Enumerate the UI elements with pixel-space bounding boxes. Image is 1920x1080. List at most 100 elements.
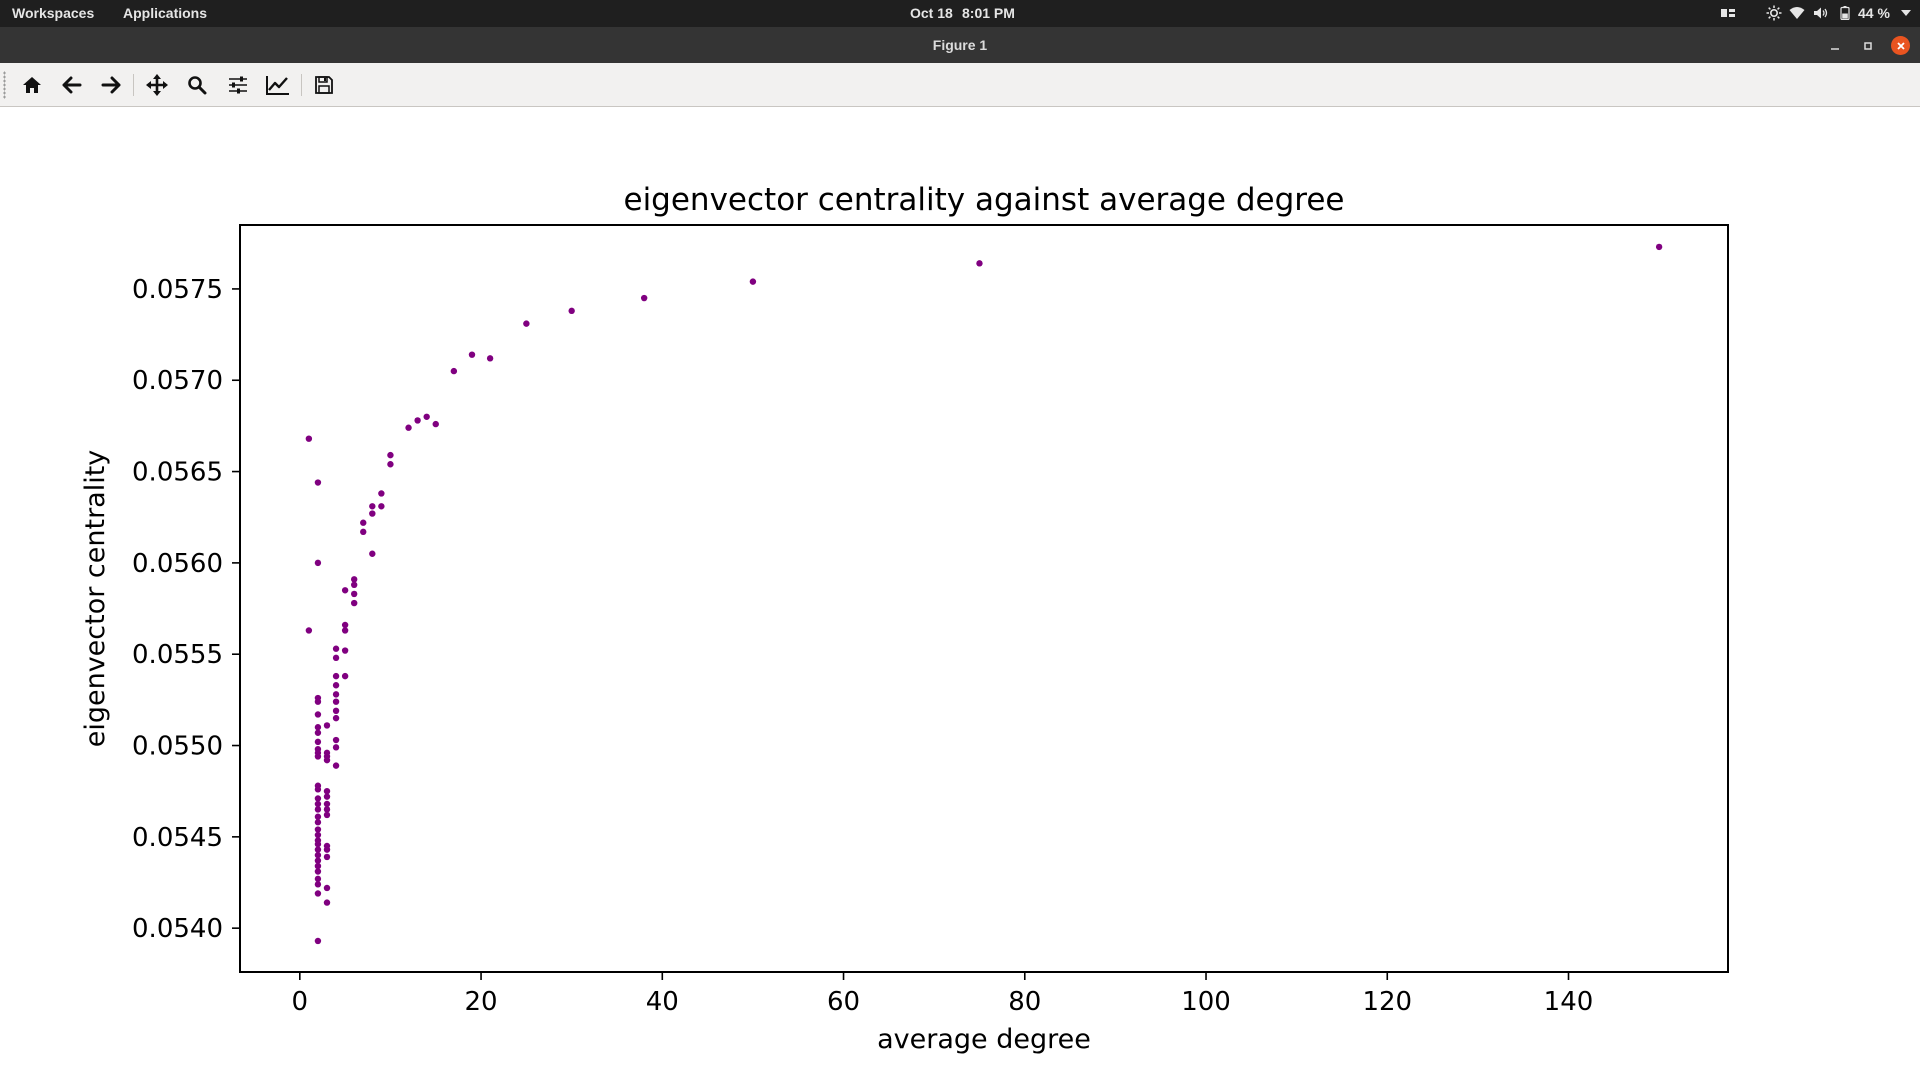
data-point [350, 599, 358, 607]
data-point [314, 711, 322, 718]
data-point [341, 672, 349, 680]
close-icon[interactable] [1891, 36, 1910, 55]
data-point [360, 519, 367, 526]
plot-frame [239, 224, 1729, 973]
y-tick-label: 0.0540 [132, 914, 223, 944]
data-point [323, 800, 331, 808]
data-point [314, 875, 322, 883]
data-point [314, 813, 322, 820]
zoom-icon[interactable] [183, 72, 211, 98]
scatter-chart[interactable]: eigenvector centrality against average d… [0, 107, 1920, 1080]
maximize-icon[interactable] [1858, 36, 1877, 55]
data-point [332, 682, 340, 689]
back-icon[interactable] [58, 72, 86, 98]
data-point [450, 367, 458, 375]
data-point [332, 654, 340, 662]
configure-subplots-icon[interactable] [224, 72, 252, 98]
data-point [323, 722, 331, 729]
data-point [314, 862, 322, 870]
figure-canvas[interactable]: eigenvector centrality against average d… [0, 107, 1920, 1080]
data-point [360, 528, 367, 536]
data-point [314, 831, 322, 839]
volume-icon[interactable] [1812, 4, 1830, 22]
data-point [323, 853, 331, 861]
home-icon[interactable] [18, 72, 46, 98]
data-point [314, 851, 322, 859]
data-point [414, 417, 421, 424]
minimize-icon[interactable] [1825, 36, 1844, 55]
wifi-icon[interactable] [1788, 4, 1806, 22]
system-top-bar: Workspaces Applications Oct 18 8:01 PM 4… [0, 0, 1920, 27]
x-tick-label: 60 [827, 987, 860, 1017]
data-point [323, 899, 331, 906]
data-point [314, 795, 322, 802]
data-point [323, 793, 331, 800]
data-point [378, 503, 385, 510]
data-point [323, 884, 331, 892]
x-tick-label: 80 [1008, 987, 1041, 1017]
brightness-icon[interactable] [1765, 4, 1783, 22]
data-point [568, 307, 575, 315]
data-point [369, 550, 376, 557]
data-point [314, 840, 322, 848]
window-title-bar[interactable]: Figure 1 [0, 27, 1920, 63]
data-point [314, 881, 322, 888]
data-point [486, 355, 494, 362]
clock-date[interactable]: Oct 18 [910, 5, 953, 21]
data-point [323, 811, 331, 819]
data-point [314, 846, 322, 853]
toolbar-separator [133, 74, 134, 96]
y-tick-label: 0.0550 [132, 732, 223, 762]
pan-icon[interactable] [143, 72, 171, 98]
battery-level[interactable]: 44 % [1858, 5, 1890, 21]
x-tick-label: 40 [646, 987, 679, 1017]
data-point [323, 846, 331, 853]
data-point [350, 590, 358, 598]
save-icon[interactable] [310, 72, 338, 98]
data-point [332, 736, 340, 744]
data-point [323, 756, 331, 764]
toolbar-grip[interactable] [3, 71, 6, 99]
data-point [332, 645, 340, 652]
layout-icon[interactable] [1719, 4, 1737, 22]
y-tick-label: 0.0575 [132, 275, 223, 305]
y-tick-label: 0.0555 [132, 640, 223, 670]
data-point [523, 320, 530, 327]
data-point [323, 806, 331, 813]
data-point [305, 435, 313, 442]
y-tick-label: 0.0570 [132, 366, 223, 396]
data-point [341, 627, 349, 634]
clock-time[interactable]: 8:01 PM [962, 5, 1015, 21]
y-tick-label: 0.0565 [132, 458, 223, 488]
data-point [387, 451, 394, 459]
x-tick-label: 100 [1181, 987, 1231, 1017]
data-point [314, 868, 322, 875]
data-point [350, 576, 358, 583]
applications-menu[interactable]: Applications [123, 5, 208, 21]
battery-icon[interactable] [1836, 4, 1854, 22]
y-tick-label: 0.0545 [132, 823, 223, 853]
chart-title: eigenvector centrality against average d… [624, 182, 1345, 218]
dropdown-icon[interactable] [1897, 4, 1915, 22]
data-point [341, 621, 349, 629]
data-point [305, 627, 313, 634]
data-point [423, 413, 430, 420]
edit-axis-icon[interactable] [264, 72, 292, 98]
data-point [378, 490, 385, 497]
data-point [1655, 243, 1663, 251]
data-point [314, 559, 322, 567]
workspaces-menu[interactable]: Workspaces [12, 5, 95, 21]
data-point [405, 424, 412, 431]
data-point [332, 714, 340, 722]
data-point [323, 787, 331, 795]
x-axis-label: average degree [877, 1024, 1091, 1055]
data-point [332, 672, 340, 680]
data-point [369, 510, 376, 517]
forward-icon[interactable] [97, 72, 125, 98]
y-axis-label: eigenvector centrality [80, 450, 111, 748]
x-tick-label: 0 [292, 987, 309, 1017]
data-point [332, 744, 340, 751]
data-point [468, 351, 476, 358]
data-point [314, 738, 322, 746]
